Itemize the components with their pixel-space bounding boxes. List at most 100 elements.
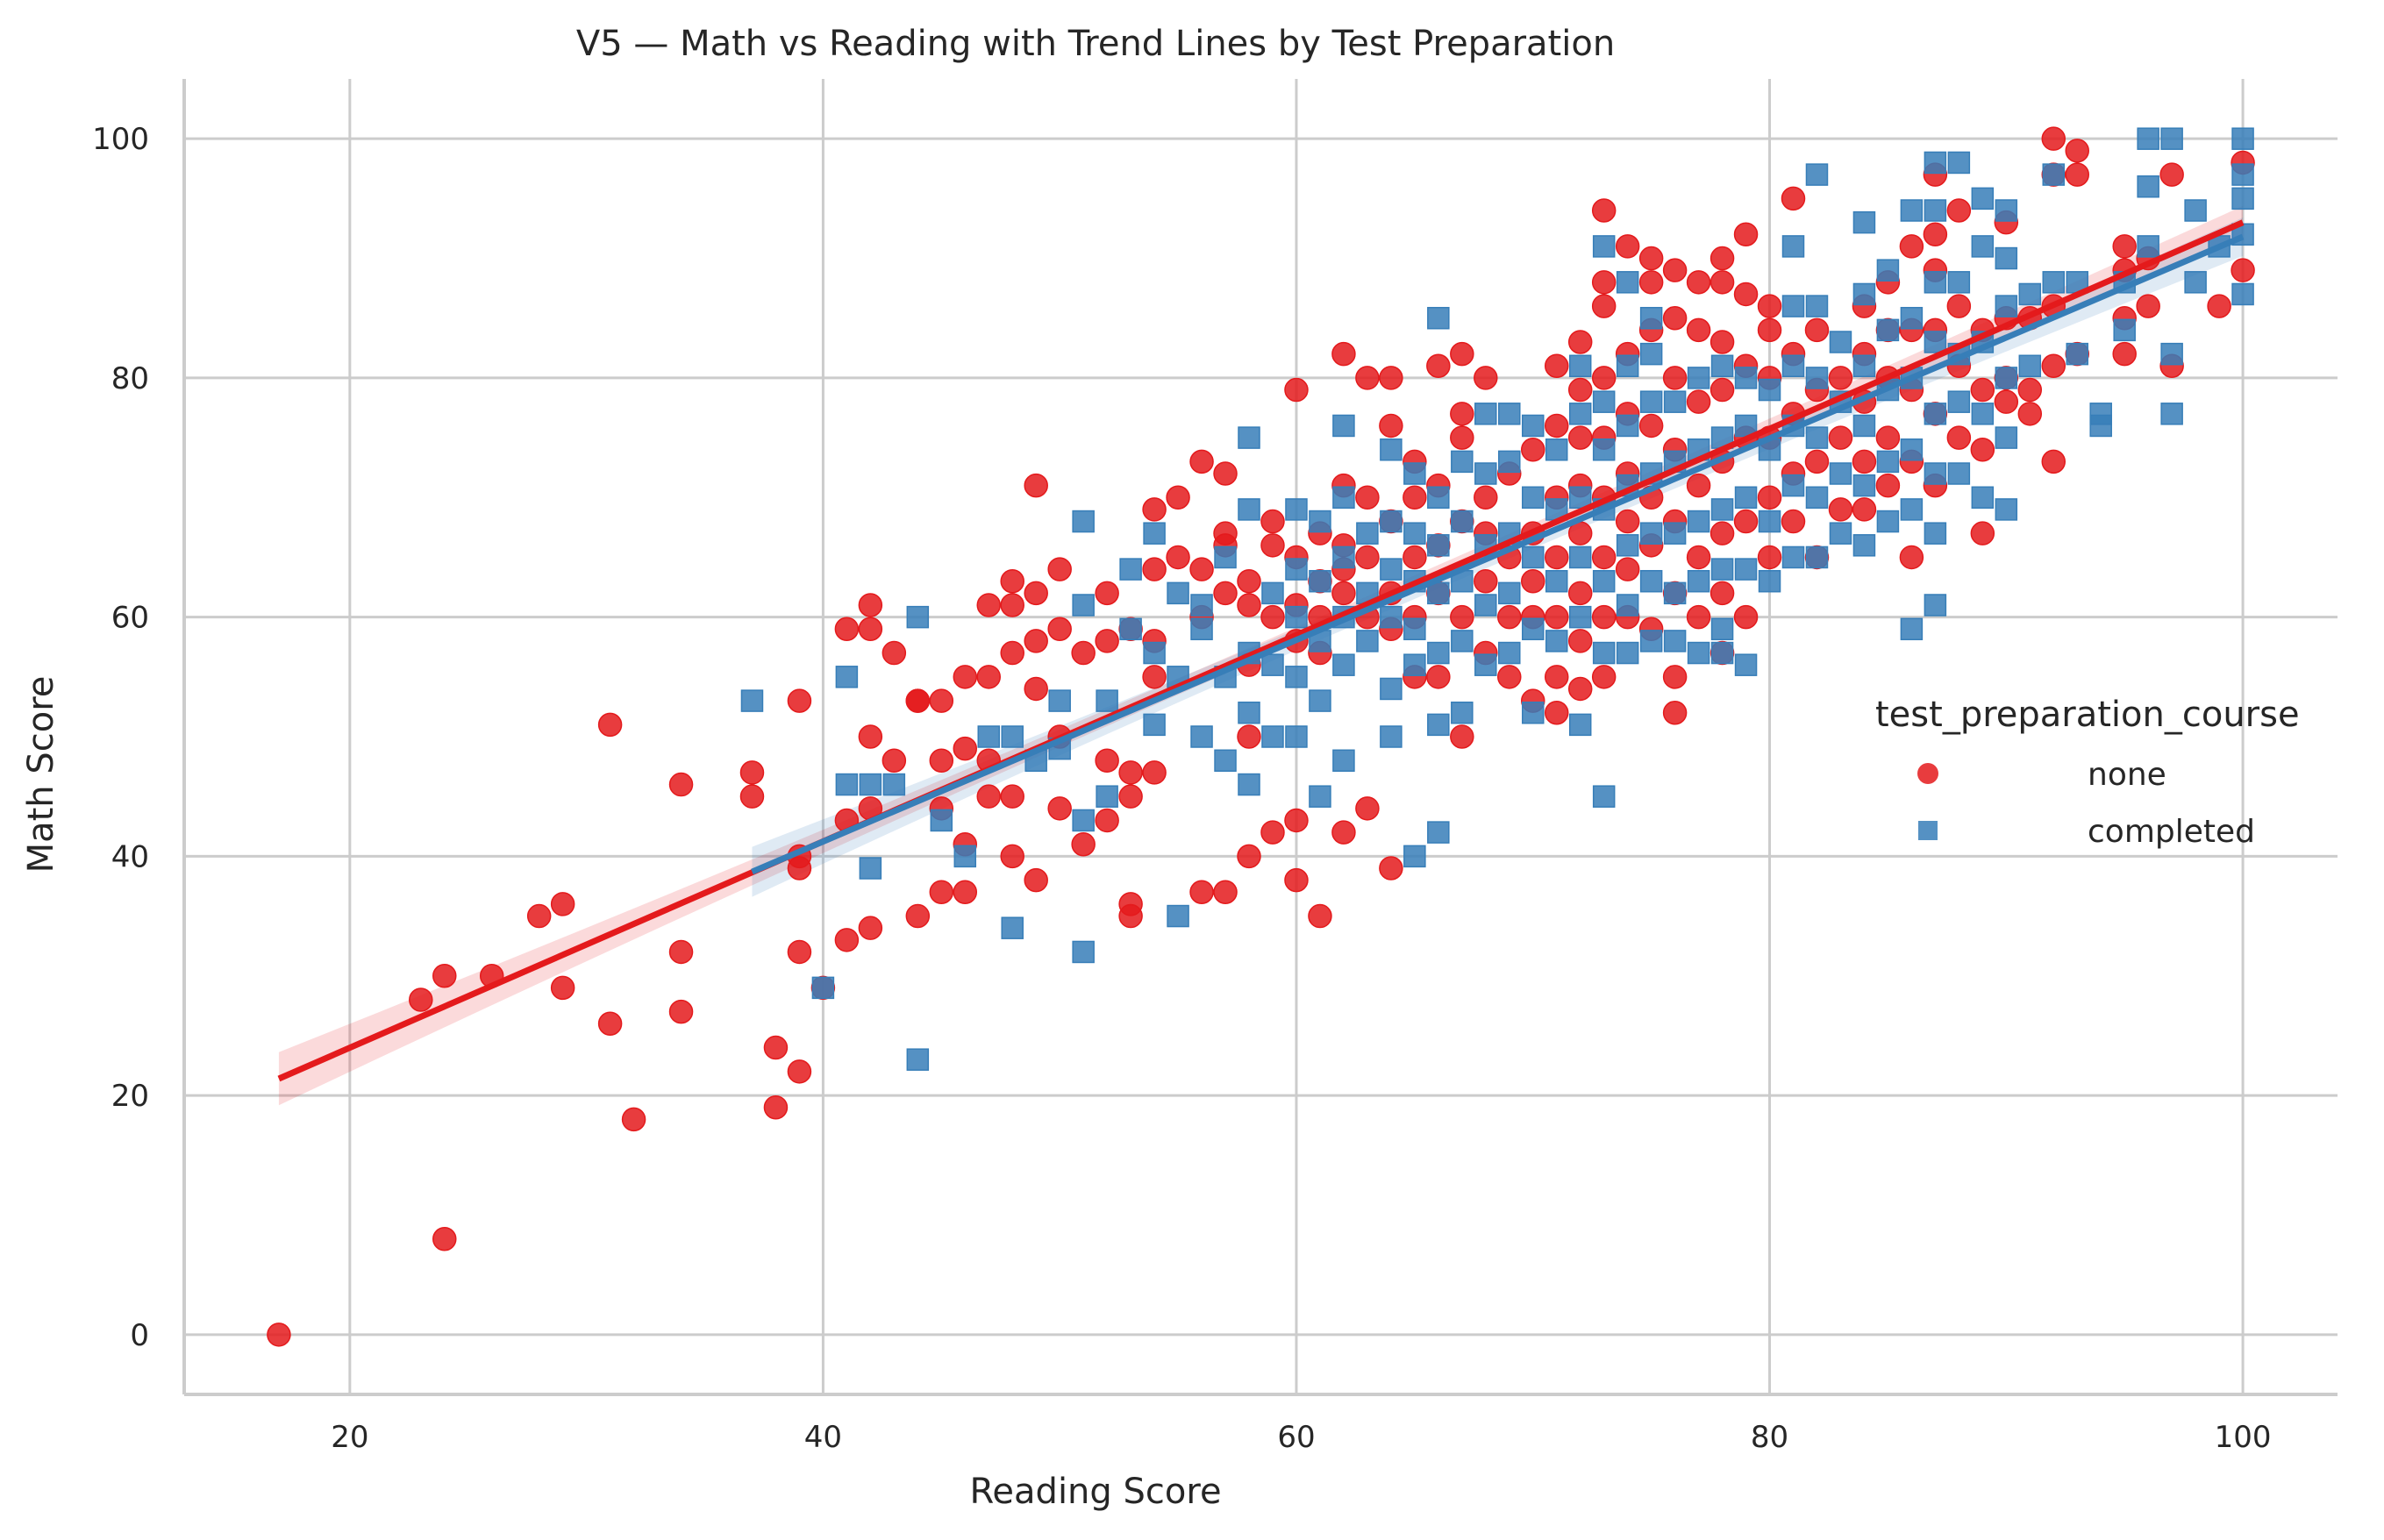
data-point-none — [1733, 509, 1759, 534]
data-point-completed — [1734, 367, 1758, 389]
data-point-none — [1024, 473, 1048, 498]
data-point-none — [953, 880, 978, 905]
data-point-none — [1520, 437, 1545, 462]
data-point-completed — [1805, 163, 1829, 186]
data-point-completed — [1285, 498, 1308, 521]
data-point-completed — [1451, 630, 1474, 652]
data-point-none — [1686, 604, 1711, 630]
data-point-completed — [1474, 462, 1497, 485]
data-point-none — [1000, 640, 1024, 666]
data-point-none — [1733, 604, 1759, 630]
data-point-completed — [1829, 331, 1852, 353]
data-point-none — [1260, 820, 1285, 845]
data-point-completed — [2231, 127, 2254, 150]
data-point-completed — [1592, 569, 1616, 593]
data-point-completed — [1427, 821, 1450, 844]
data-point-none — [1875, 473, 1901, 498]
data-point-completed — [1332, 653, 1355, 676]
data-point-none — [1828, 366, 1853, 390]
data-point-none — [1923, 222, 1948, 247]
data-point-none — [1946, 294, 1972, 318]
data-point-none — [953, 665, 978, 689]
data-point-completed — [1995, 295, 2018, 317]
data-point-none — [976, 784, 1002, 809]
data-point-none — [1994, 389, 2019, 414]
data-point-completed — [1995, 498, 2018, 521]
data-point-none — [1474, 366, 1498, 390]
data-point-completed — [1971, 235, 1995, 258]
data-point-completed — [1427, 534, 1450, 557]
data-point-completed — [1238, 498, 1260, 521]
data-point-completed — [1001, 916, 1024, 939]
trend-lines — [277, 219, 2245, 1082]
data-point-none — [929, 748, 954, 774]
data-point-completed — [1616, 354, 1639, 378]
data-point-completed — [1924, 151, 1947, 175]
data-point-none — [1591, 604, 1617, 630]
data-point-none — [1686, 270, 1711, 295]
data-point-completed — [1900, 617, 1924, 641]
data-point-completed — [1781, 474, 1805, 497]
y-axis-label: Math Score — [21, 676, 61, 873]
data-point-none — [1875, 425, 1901, 450]
data-point-none — [2017, 402, 2043, 426]
data-point-none — [1189, 880, 1214, 905]
data-point-none — [1591, 665, 1617, 689]
data-point-completed — [1498, 450, 1521, 474]
data-point-completed — [1852, 534, 1876, 557]
data-point-completed — [1521, 414, 1545, 438]
data-point-completed — [1971, 486, 1995, 510]
data-point-none — [1804, 449, 1830, 474]
data-point-none — [1189, 449, 1214, 474]
data-point-completed — [1427, 486, 1450, 510]
data-point-completed — [1380, 677, 1403, 701]
data-point-completed — [882, 773, 906, 796]
data-point-completed — [1403, 617, 1426, 641]
data-point-none — [1142, 665, 1167, 689]
data-point-none — [882, 748, 907, 774]
data-point-none — [1686, 473, 1711, 498]
data-point-completed — [1238, 426, 1260, 449]
data-point-none — [2065, 162, 2089, 187]
data-point-completed — [1710, 354, 1734, 378]
data-point-none — [2112, 234, 2137, 259]
data-point-completed — [1639, 569, 1663, 593]
data-point-none — [1142, 557, 1167, 581]
data-point-completed — [1758, 378, 1781, 402]
data-point-completed — [2089, 403, 2112, 425]
legend-label-none: none — [2088, 757, 2166, 793]
data-point-completed — [1829, 462, 1852, 485]
data-point-completed — [1568, 545, 1592, 569]
data-point-completed — [1001, 725, 1024, 748]
data-point-none — [905, 688, 931, 713]
data-point-completed — [1427, 641, 1450, 665]
data-point-completed — [1214, 749, 1237, 773]
data-point-completed — [2231, 187, 2254, 210]
data-point-completed — [1380, 438, 1403, 461]
data-point-completed — [2231, 163, 2254, 186]
data-point-none — [1095, 629, 1119, 653]
data-point-completed — [1710, 617, 1734, 641]
data-point-completed — [1900, 498, 1924, 521]
data-point-none — [1497, 604, 1522, 630]
data-point-none — [550, 892, 575, 916]
data-point-completed — [2137, 175, 2159, 198]
data-point-none — [1709, 246, 1735, 271]
y-tick-label: 60 — [111, 601, 149, 636]
data-point-completed — [1521, 545, 1545, 569]
data-point-completed — [1545, 630, 1568, 652]
data-point-none — [1189, 557, 1214, 581]
data-point-completed — [1521, 701, 1545, 724]
data-point-none — [1852, 497, 1877, 522]
data-point-none — [1237, 844, 1261, 869]
data-point-completed — [1167, 904, 1189, 928]
data-point-completed — [1805, 295, 1829, 317]
data-point-completed — [1734, 653, 1758, 676]
data-point-none — [1260, 509, 1285, 534]
data-point-completed — [1947, 271, 1971, 294]
data-point-none — [1403, 485, 1427, 510]
data-point-none — [1946, 198, 1972, 223]
data-point-none — [1284, 377, 1309, 403]
data-point-none — [1403, 545, 1427, 570]
